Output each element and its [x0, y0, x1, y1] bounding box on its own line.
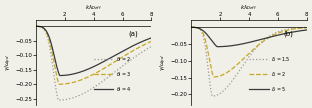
- Text: $\theta_i = 3$: $\theta_i = 3$: [116, 70, 130, 79]
- Text: $\delta_i = 1.5$: $\delta_i = 1.5$: [271, 55, 290, 64]
- X-axis label: $k\lambda_{Deff}$: $k\lambda_{Deff}$: [241, 3, 257, 12]
- Text: $\delta_i = 2$: $\delta_i = 2$: [271, 70, 285, 79]
- Y-axis label: $\gamma/\omega_{pd}$: $\gamma/\omega_{pd}$: [159, 54, 169, 71]
- X-axis label: $k\lambda_{Deff}$: $k\lambda_{Deff}$: [85, 3, 102, 12]
- Text: (a): (a): [128, 31, 138, 37]
- Text: (b): (b): [284, 31, 294, 37]
- Text: $\delta_i = 5$: $\delta_i = 5$: [271, 85, 286, 94]
- Text: $\theta_i = 2$: $\theta_i = 2$: [116, 55, 130, 64]
- Text: $\theta_i = 4$: $\theta_i = 4$: [116, 85, 130, 94]
- Y-axis label: $\gamma/\omega_{pd}$: $\gamma/\omega_{pd}$: [3, 54, 14, 71]
